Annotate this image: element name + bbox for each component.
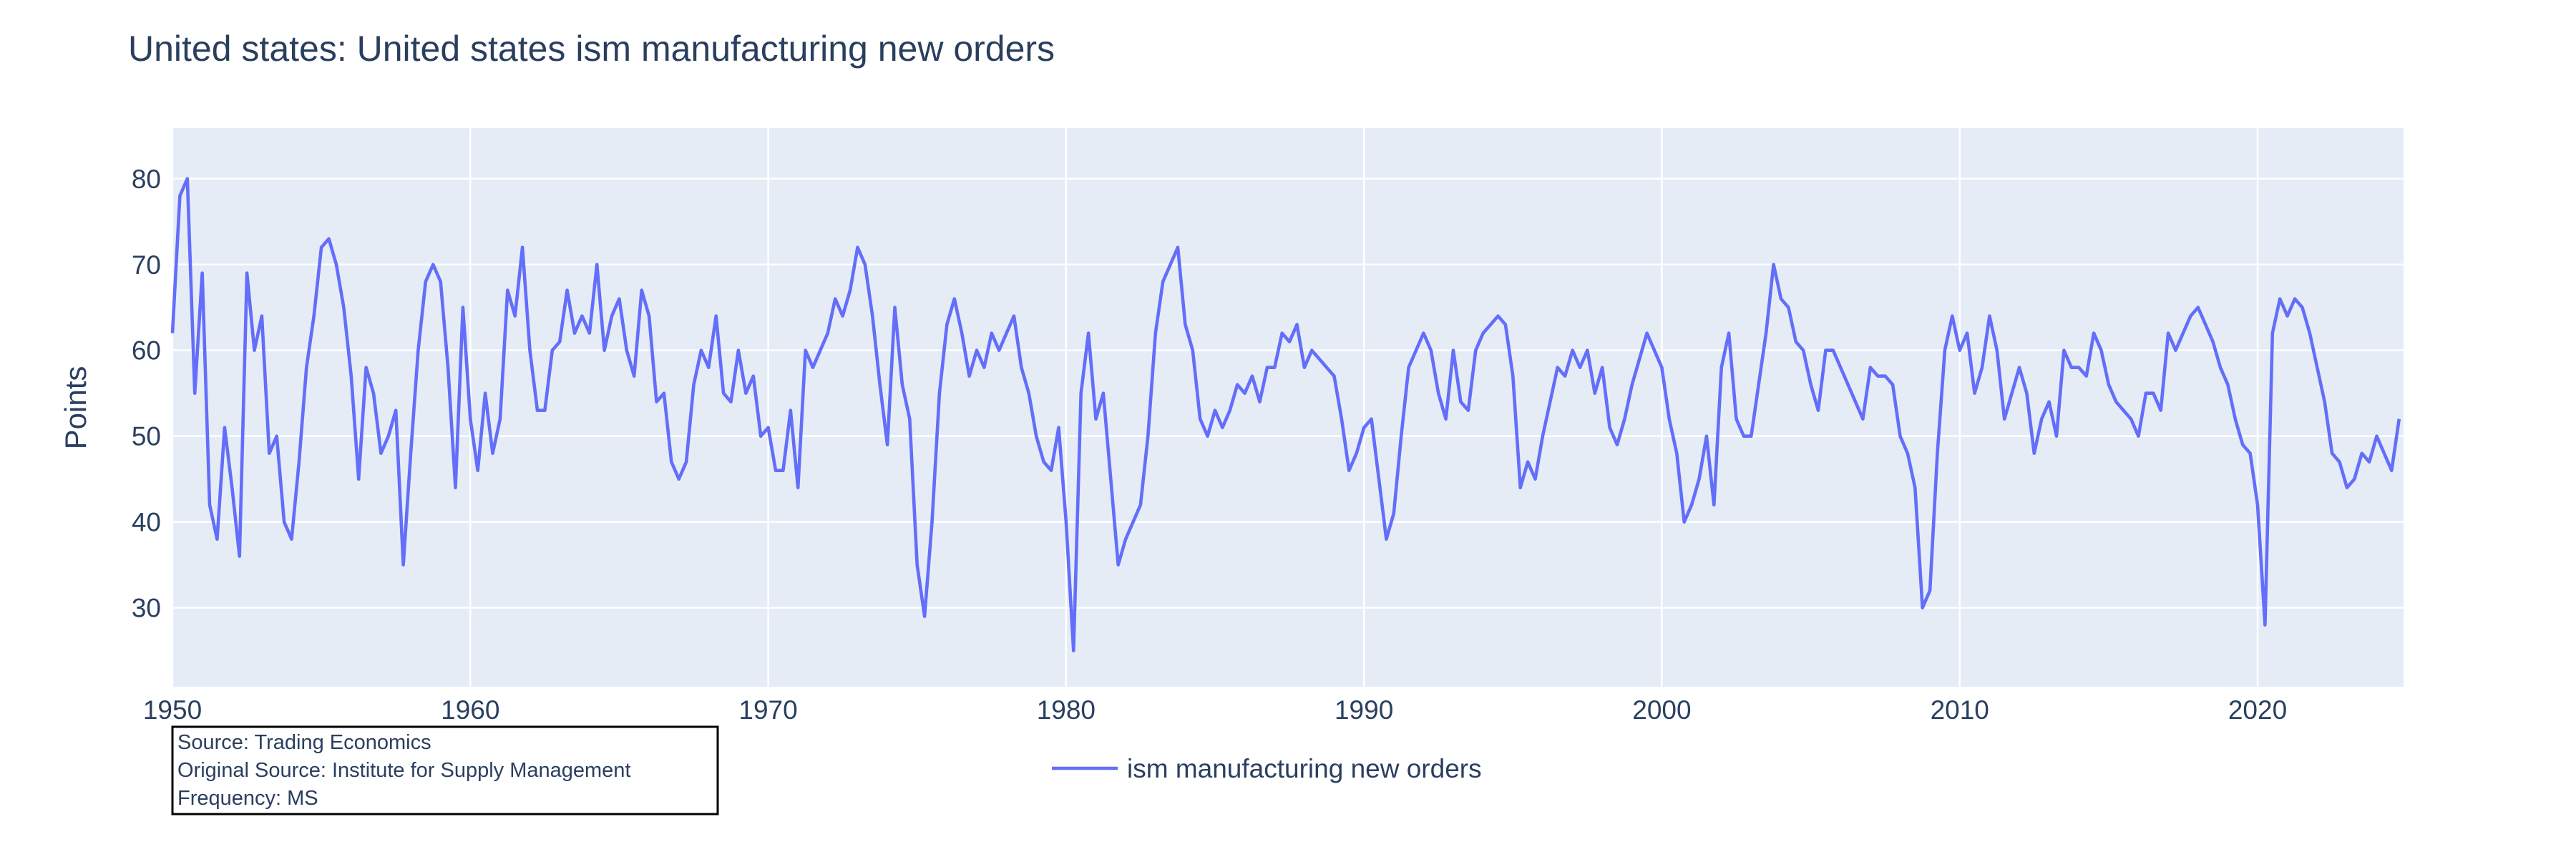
chart-title: United states: United states ism manufac… xyxy=(128,29,1055,69)
source-line: Source: Trading Economics xyxy=(177,731,431,754)
x-tick-label: 2000 xyxy=(1632,695,1691,725)
y-tick-label: 40 xyxy=(132,508,161,537)
x-tick-label: 2020 xyxy=(2228,695,2287,725)
x-tick-label: 1990 xyxy=(1335,695,1393,725)
y-tick-label: 30 xyxy=(132,594,161,623)
x-tick-label: 1970 xyxy=(738,695,797,725)
y-tick-label: 60 xyxy=(132,336,161,366)
plot-area xyxy=(172,128,2404,687)
y-tick-label: 80 xyxy=(132,165,161,194)
legend-label: ism manufacturing new orders xyxy=(1127,754,1482,783)
x-tick-label: 1980 xyxy=(1037,695,1096,725)
source-line: Frequency: MS xyxy=(177,787,318,810)
x-tick-label: 1960 xyxy=(441,695,499,725)
source-line: Original Source: Institute for Supply Ma… xyxy=(177,759,631,782)
y-tick-label: 50 xyxy=(132,422,161,451)
x-tick-label: 2010 xyxy=(1931,695,1989,725)
y-tick-label: 70 xyxy=(132,250,161,280)
data-line xyxy=(170,177,2401,652)
x-tick-label: 1950 xyxy=(143,695,202,725)
y-axis-label: Points xyxy=(59,366,92,450)
source-box xyxy=(171,725,719,816)
